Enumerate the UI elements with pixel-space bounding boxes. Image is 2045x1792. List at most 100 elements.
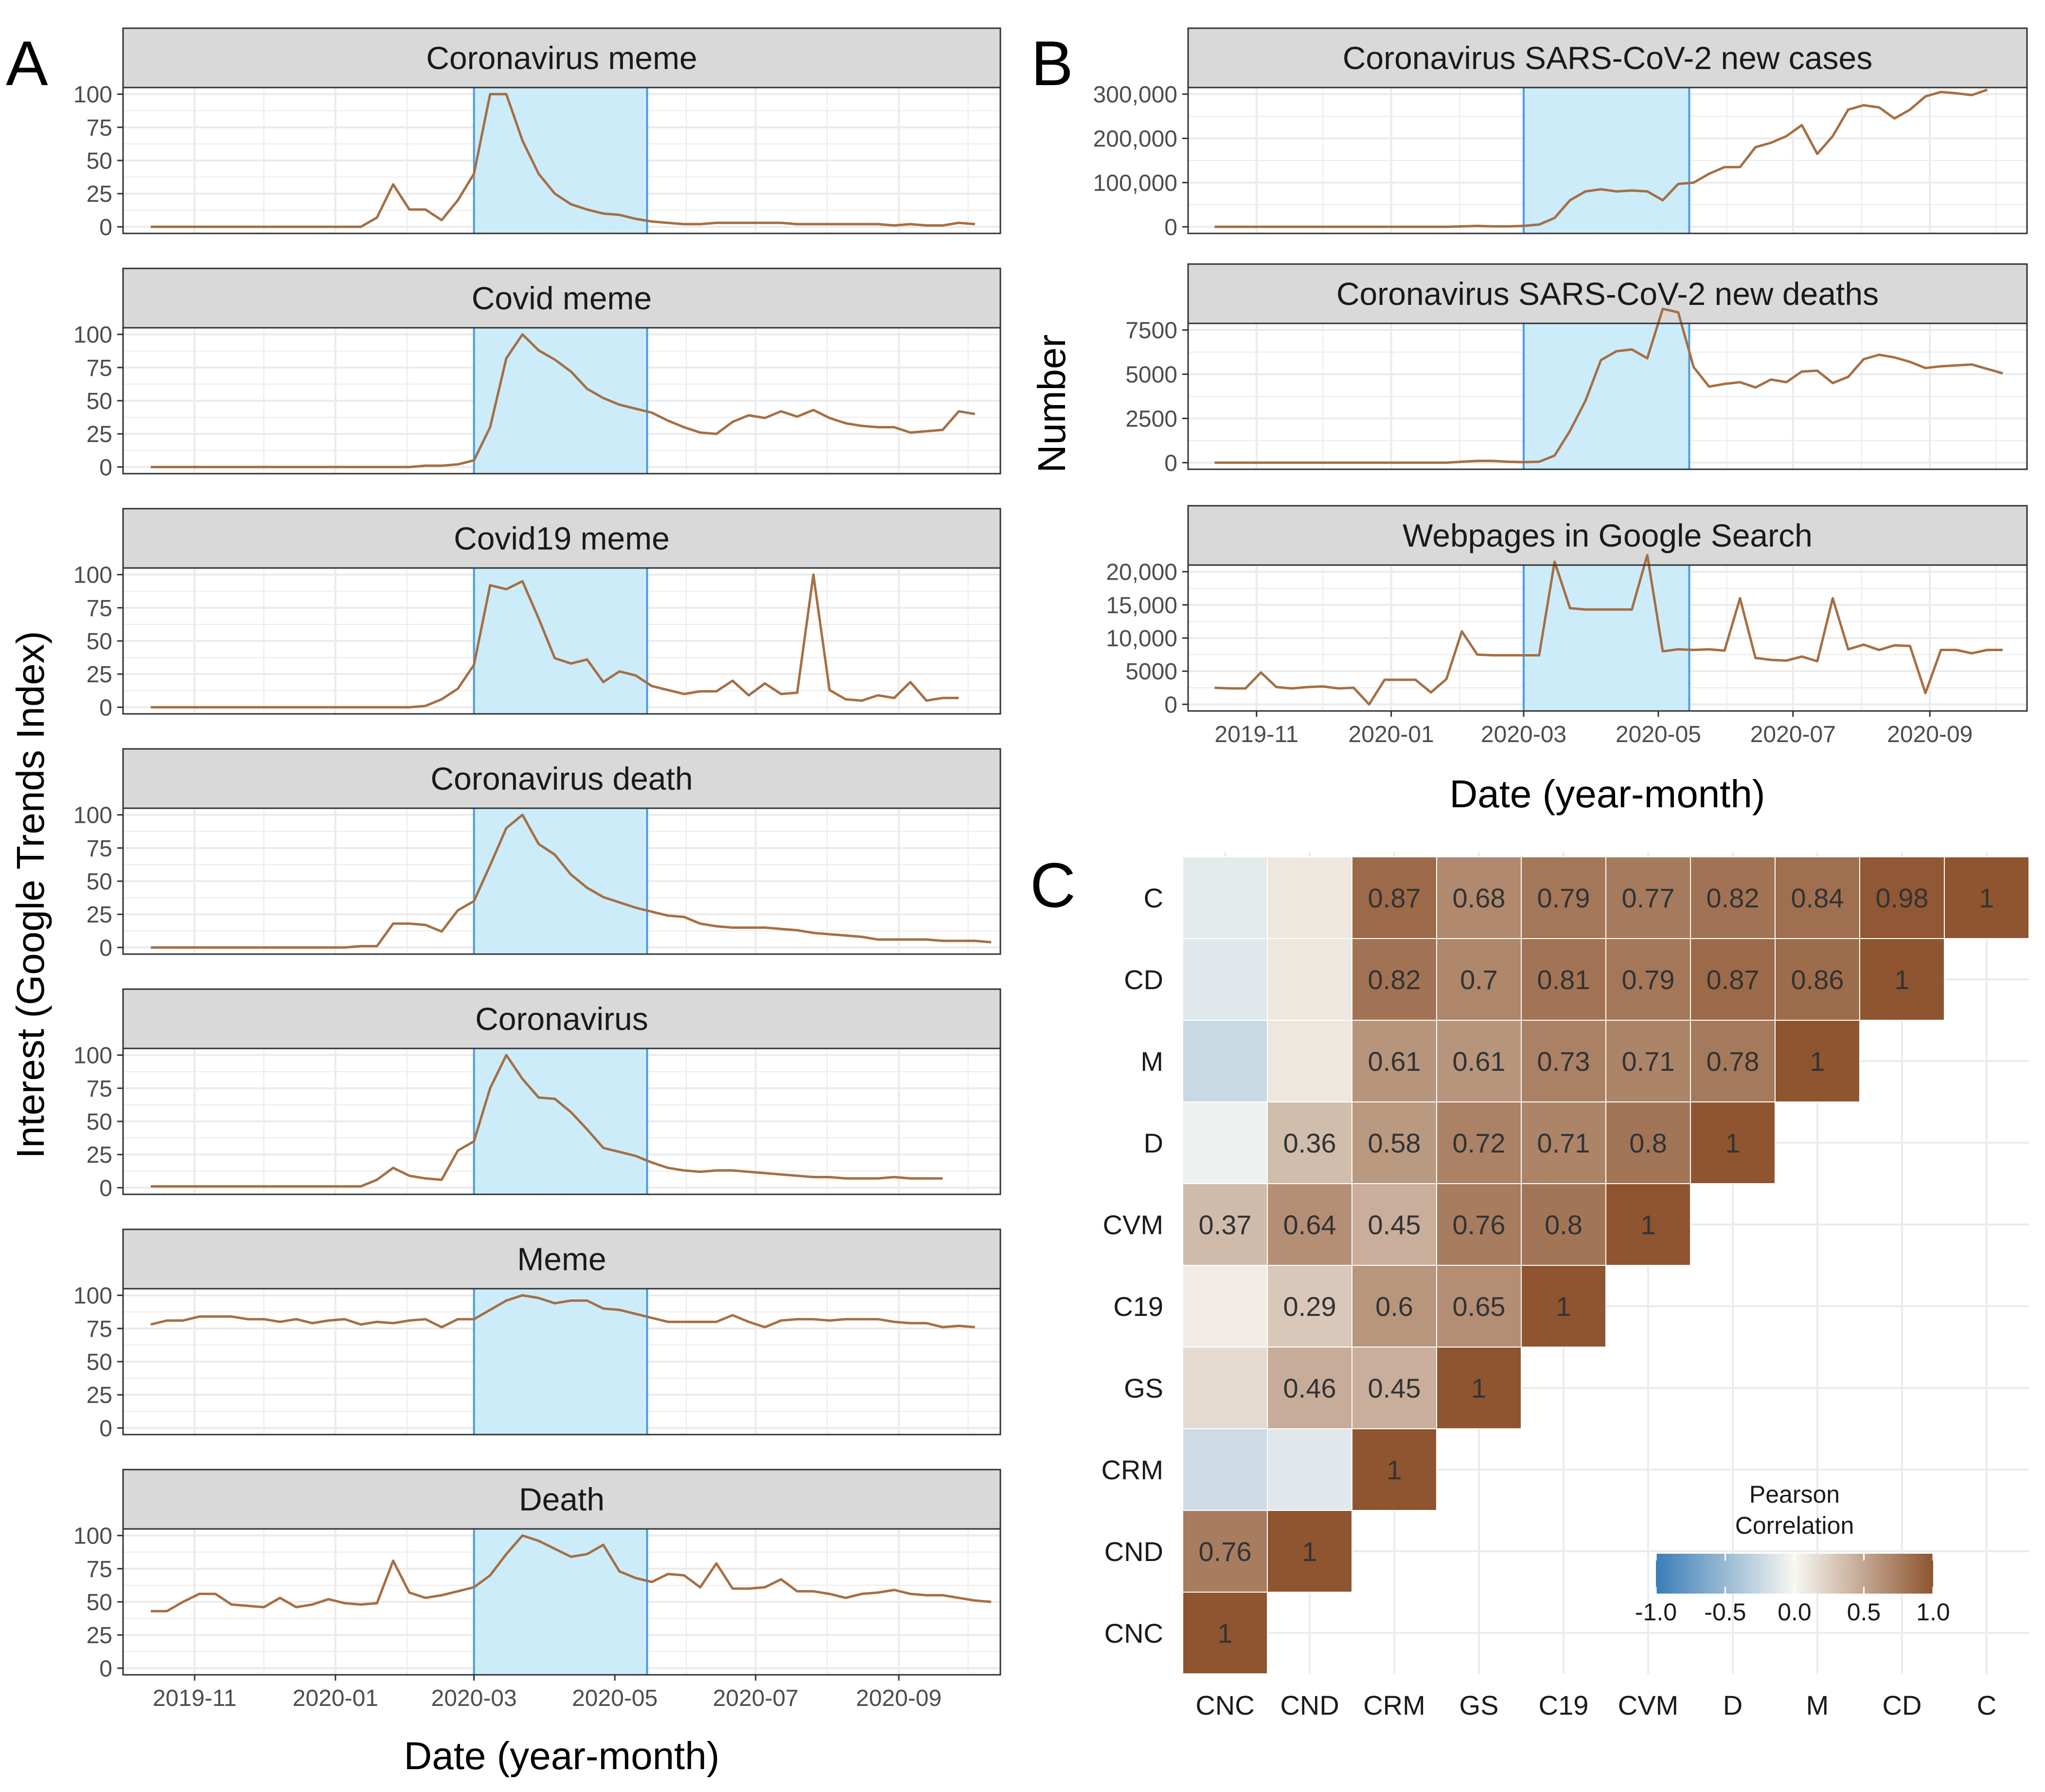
series-line-meme — [150, 1294, 976, 1329]
legend-tick-label: 1.0 — [1916, 1598, 1950, 1626]
heatmap-cell-crm-crm — [1351, 1428, 1437, 1511]
heatmap-cell-crm-m — [1351, 1020, 1437, 1102]
heatmap-cell-label: 0.71 — [1537, 1128, 1590, 1158]
heatmap-cell-label: 0.82 — [1368, 964, 1421, 995]
y-tick-label: 100 — [73, 803, 112, 829]
facet-title: Meme — [517, 1241, 606, 1277]
x-tick-label: 2019-11 — [153, 1686, 237, 1711]
x-tick-label: 2020-03 — [1481, 722, 1566, 747]
y-tick-label: 2500 — [1125, 406, 1177, 432]
heatmap-cell-label: 0.45 — [1368, 1209, 1421, 1240]
heatmap-y-label: GS — [1124, 1373, 1163, 1403]
y-tick-label: 75 — [87, 836, 112, 862]
heatmap-cell-cnc-c19 — [1182, 1265, 1268, 1348]
facet-coronavirus: Coronavirus 0 25 50 75 100 — [73, 988, 1001, 1201]
heatmap-cell-label: 0.71 — [1622, 1046, 1675, 1077]
series-line-coronavirus — [151, 1054, 943, 1188]
facet-covid19-meme: Covid19 meme 0 25 50 75 100 — [73, 508, 1001, 721]
heatmap-cell-label: 1 — [1725, 1128, 1740, 1158]
heatmap-cell-c19-cd — [1521, 938, 1606, 1021]
heatmap-cell-cvm-c — [1605, 856, 1691, 939]
y-tick-label: 0 — [99, 1175, 112, 1201]
y-tick-label: 5000 — [1125, 659, 1177, 685]
heatmap-cell-c-c — [1944, 856, 2029, 939]
y-tick-label: 50 — [87, 1349, 112, 1375]
heatmap-x-label: D — [1723, 1690, 1743, 1721]
heatmap-x-label: GS — [1459, 1690, 1499, 1721]
facet-strip — [122, 988, 1001, 1049]
heatmap-cell-cnc-crm — [1182, 1428, 1268, 1511]
heatmap-cell-crm-cd — [1351, 938, 1437, 1021]
y-tick-label: 300,000 — [1093, 82, 1177, 108]
panel-b-ylabel: Number — [1030, 335, 1073, 473]
y-tick-label: 25 — [87, 1383, 112, 1408]
y-tick-label: 0 — [99, 1656, 112, 1682]
y-tick-label: 100 — [73, 1524, 112, 1549]
y-tick-label: 20,000 — [1106, 560, 1177, 586]
heatmap-cell-label: 0.61 — [1368, 1046, 1421, 1077]
x-tick-label: 2020-01 — [1349, 722, 1434, 747]
y-tick-label: 25 — [87, 662, 112, 688]
heatmap-cell-label: 0.8 — [1629, 1128, 1667, 1158]
y-tick-label: 50 — [87, 1590, 112, 1615]
panel-label-a: A — [6, 28, 48, 99]
heatmap-y-label: CVM — [1103, 1209, 1163, 1240]
heatmap-cell-label: 0.82 — [1707, 883, 1760, 913]
highlight-band — [1524, 565, 1689, 711]
y-tick-label: 100,000 — [1093, 170, 1177, 196]
y-tick-label: 100 — [73, 1283, 112, 1309]
facet-title: Death — [519, 1481, 605, 1517]
facet-strip — [122, 1228, 1001, 1290]
heatmap-y-label: M — [1140, 1046, 1163, 1077]
heatmap-cell-label: 0.78 — [1707, 1046, 1760, 1077]
facet-title: Coronavirus SARS-CoV-2 new deaths — [1336, 276, 1879, 312]
heatmap-cell-label: 0.45 — [1368, 1373, 1421, 1403]
y-tick-label: 75 — [87, 1076, 112, 1102]
heatmap-cell-cnd-cvm — [1267, 1183, 1352, 1266]
y-tick-label: 50 — [87, 869, 112, 895]
x-tick-label: 2020-07 — [713, 1686, 799, 1711]
x-tick-label: 2020-05 — [572, 1686, 658, 1711]
heatmap-x-label: CVM — [1618, 1690, 1678, 1721]
facet-title: Coronavirus death — [430, 761, 693, 797]
heatmap-cell-label: 0.98 — [1876, 883, 1929, 913]
y-tick-label: 7500 — [1125, 318, 1177, 344]
heatmap-cell-label: 0.76 — [1453, 1209, 1506, 1240]
heatmap-cell-cnd-cd — [1267, 938, 1352, 1021]
heatmap-cell-label: 0.36 — [1283, 1128, 1336, 1158]
legend-title: Pearson — [1749, 1481, 1840, 1508]
heatmap-cell-gs-m — [1436, 1020, 1522, 1102]
facet-title: Covid meme — [472, 280, 652, 316]
facet-coronavirus-sars-cov-2-new-deaths: Coronavirus SARS-CoV-2 new deaths 0 2500 50… — [1125, 263, 2028, 476]
facet-title: Covid19 meme — [454, 520, 670, 556]
heatmap-cell-label: 0.76 — [1199, 1536, 1252, 1567]
heatmap-cell-gs-d — [1436, 1101, 1522, 1184]
heatmap-cell-cvm-m — [1605, 1020, 1691, 1102]
heatmap-y-label: CNC — [1104, 1618, 1163, 1649]
heatmap-cell-cnc-cnc — [1182, 1592, 1268, 1674]
legend-tick-label: 0.5 — [1847, 1598, 1881, 1626]
series-line-coronavirus-death — [151, 814, 992, 949]
y-tick-label: 10,000 — [1106, 626, 1177, 652]
heatmap-cell-cnd-d — [1267, 1101, 1352, 1184]
heatmap-y-label: CRM — [1101, 1455, 1163, 1485]
heatmap-cell-label: 0.79 — [1622, 964, 1675, 995]
heatmap-cell-label: 1 — [1810, 1046, 1825, 1077]
series-line-coronavirus-sars-cov-2-new-deaths — [1214, 307, 2003, 464]
heatmap-cell-cd-cd — [1859, 938, 1945, 1021]
y-tick-label: 75 — [87, 1316, 112, 1342]
legend-title: Correlation — [1735, 1512, 1854, 1539]
facet-title: Webpages in Google Search — [1403, 517, 1813, 553]
heatmap-x-label: CNC — [1195, 1690, 1254, 1721]
heatmap-cell-d-d — [1690, 1101, 1776, 1184]
panel-b-xlabel: Date (year-month) — [1449, 772, 1765, 816]
y-tick-label: 25 — [87, 1142, 112, 1168]
heatmap-cell-label: 0.6 — [1375, 1291, 1413, 1322]
facet-strip — [122, 267, 1001, 329]
heatmap-y-label: D — [1144, 1128, 1163, 1158]
heatmap-cell-label: 0.77 — [1622, 883, 1675, 913]
heatmap-x-label: C19 — [1539, 1690, 1589, 1721]
heatmap-cell-d-c — [1690, 856, 1776, 939]
heatmap-cell-cnc-cnd — [1182, 1510, 1268, 1593]
